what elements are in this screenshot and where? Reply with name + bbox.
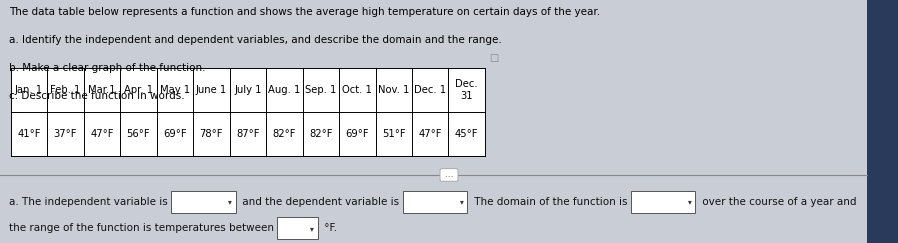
Text: over the course of a year and: over the course of a year and <box>699 197 857 207</box>
Text: Jan. 1: Jan. 1 <box>15 85 43 95</box>
Text: a. Identify the independent and dependent variables, and describe the domain and: a. Identify the independent and dependen… <box>9 35 502 45</box>
FancyBboxPatch shape <box>630 191 695 213</box>
FancyBboxPatch shape <box>171 191 235 213</box>
FancyBboxPatch shape <box>867 0 898 243</box>
Text: 47°F: 47°F <box>418 129 442 139</box>
FancyBboxPatch shape <box>277 217 318 239</box>
Text: the range of the function is temperatures between: the range of the function is temperature… <box>9 223 277 234</box>
Text: May 1: May 1 <box>160 85 190 95</box>
Text: Dec. 1: Dec. 1 <box>414 85 446 95</box>
Text: 78°F: 78°F <box>199 129 223 139</box>
Text: 82°F: 82°F <box>309 129 332 139</box>
Text: Apr. 1: Apr. 1 <box>124 85 153 95</box>
Text: and the dependent variable is: and the dependent variable is <box>239 197 402 207</box>
Text: b. Make a clear graph of the function.: b. Make a clear graph of the function. <box>9 63 206 73</box>
Text: 87°F: 87°F <box>236 129 260 139</box>
Text: Aug. 1: Aug. 1 <box>269 85 301 95</box>
Text: The domain of the function is: The domain of the function is <box>471 197 630 207</box>
Text: 41°F: 41°F <box>17 129 40 139</box>
FancyBboxPatch shape <box>11 68 485 156</box>
Text: 47°F: 47°F <box>90 129 114 139</box>
Text: Dec.
31: Dec. 31 <box>455 79 478 101</box>
Text: c. Describe the function in words.: c. Describe the function in words. <box>9 91 185 101</box>
Text: 45°F: 45°F <box>455 129 479 139</box>
Text: ▾: ▾ <box>688 197 691 206</box>
Text: 51°F: 51°F <box>382 129 406 139</box>
Text: ▾: ▾ <box>311 224 314 233</box>
Text: 56°F: 56°F <box>127 129 150 139</box>
Text: Feb. 1: Feb. 1 <box>50 85 81 95</box>
Text: a. The independent variable is: a. The independent variable is <box>9 197 171 207</box>
Text: 37°F: 37°F <box>54 129 77 139</box>
Text: Sep. 1: Sep. 1 <box>305 85 337 95</box>
Text: °F.: °F. <box>321 223 338 234</box>
Text: ▾: ▾ <box>460 197 463 206</box>
Text: June 1: June 1 <box>196 85 227 95</box>
Text: 69°F: 69°F <box>346 129 369 139</box>
Text: ...: ... <box>442 170 456 180</box>
FancyBboxPatch shape <box>402 191 467 213</box>
Text: Oct. 1: Oct. 1 <box>342 85 372 95</box>
Text: 69°F: 69°F <box>163 129 187 139</box>
Text: Mar.1: Mar.1 <box>88 85 116 95</box>
Text: The data table below represents a function and shows the average high temperatur: The data table below represents a functi… <box>9 7 600 17</box>
Text: Nov. 1: Nov. 1 <box>378 85 409 95</box>
Text: July 1: July 1 <box>234 85 261 95</box>
Text: □: □ <box>489 53 498 63</box>
Text: ▾: ▾ <box>228 197 233 206</box>
Text: 82°F: 82°F <box>273 129 296 139</box>
